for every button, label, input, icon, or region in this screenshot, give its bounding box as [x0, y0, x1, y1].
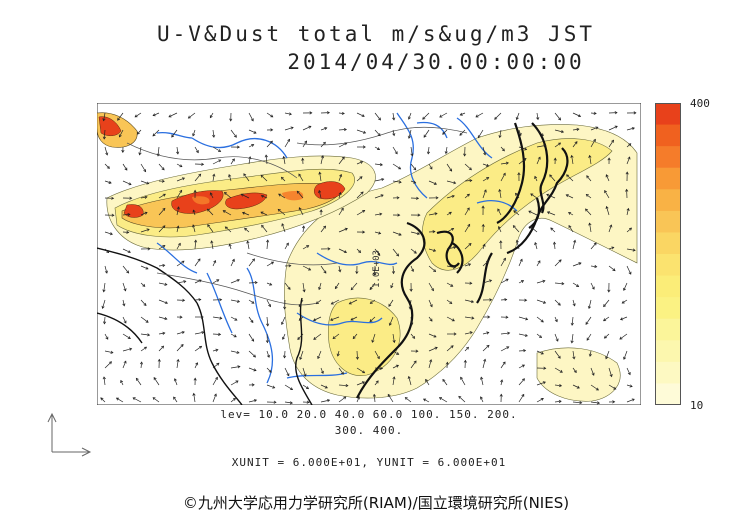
contour-label: 1.0E+03 [372, 250, 382, 288]
colorbar-swatch [655, 318, 681, 341]
colorbar-swatch [655, 275, 681, 298]
colorbar-max-label: 400 [690, 97, 710, 110]
colorbar [655, 103, 681, 405]
colorbar-swatch [655, 210, 681, 233]
colorbar-swatch [655, 146, 681, 169]
colorbar-min-label: 10 [690, 399, 704, 412]
colorbar-swatch [655, 361, 681, 384]
unit-vector-icon [47, 412, 92, 457]
rivers [156, 112, 518, 384]
map-datetime: 2014/04/30.00:00:00 [287, 50, 585, 74]
coastlines [356, 122, 569, 399]
copyright-credit: ©九州大学応用力学研究所(RIAM)/国立環境研究所(NIES) [182, 494, 570, 512]
contour-levels: lev= 10.0 20.0 40.0 60.0 100. 150. 200. [220, 408, 518, 421]
map-title: U-V&Dust total m/s&ug/m3 JST [156, 22, 595, 46]
colorbar-swatch [655, 340, 681, 363]
colorbar-swatch [655, 254, 681, 277]
colorbar-swatch [655, 232, 681, 255]
vector-units: XUNIT = 6.000E+01, YUNIT = 6.000E+01 [231, 456, 507, 469]
wind-vectors [100, 111, 637, 405]
contour-levels-cont: 300. 400. [334, 424, 404, 437]
dust-map: 1.0E+03 [97, 103, 641, 405]
colorbar-swatch [655, 297, 681, 320]
colorbar-swatch [655, 124, 681, 147]
colorbar-swatch [655, 189, 681, 212]
colorbar-swatch [655, 103, 681, 126]
colorbar-swatch [655, 167, 681, 190]
colorbar-swatch [655, 383, 681, 405]
